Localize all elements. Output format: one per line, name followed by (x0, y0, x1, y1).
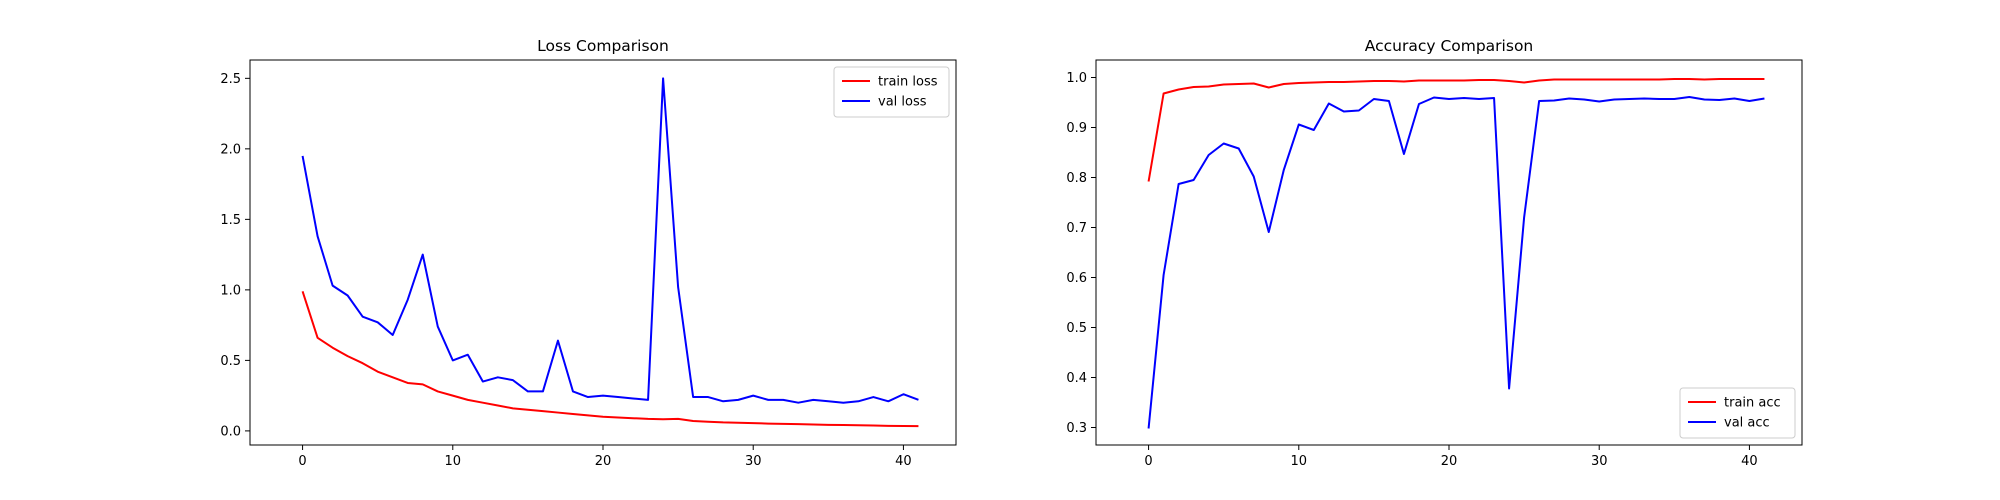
loss-comparison-chart: Loss Comparison 0 10 20 30 40 0.0 0.5 1.0 1.5 2.0 2… (220, 37, 957, 469)
legend-label-val-acc: val acc (1724, 416, 1770, 431)
y-tick-label: 1.0 (220, 283, 241, 298)
x-tick-label: 20 (1441, 454, 1458, 469)
x-tick-label: 10 (1291, 454, 1308, 469)
x-tick-label: 40 (1741, 454, 1758, 469)
accuracy-comparison-chart: Accuracy Comparison 0 10 20 30 40 0.3 0.4 0.5 0.6… (1066, 37, 1803, 469)
legend-label-train-loss: train loss (878, 75, 938, 90)
y-tick-label: 0.9 (1066, 121, 1087, 136)
y-tick-label: 1.5 (220, 213, 241, 228)
y-tick-label: 1.0 (1066, 71, 1087, 86)
y-tick-label: 0.5 (220, 354, 241, 369)
series-line-val-acc (1147, 96, 1765, 429)
x-tick-label: 20 (595, 454, 612, 469)
series-line-val-loss (301, 77, 919, 404)
legend-label-val-loss: val loss (878, 95, 927, 110)
y-tick-label: 2.0 (220, 142, 241, 157)
x-tick-label: 30 (745, 454, 762, 469)
legend: train loss val loss (833, 66, 950, 118)
x-tick-label: 30 (1591, 454, 1608, 469)
chart-title: Accuracy Comparison (1365, 37, 1534, 55)
legend-box (1679, 387, 1796, 439)
x-tick-label: 10 (445, 454, 462, 469)
y-tick-label: 0.8 (1066, 171, 1087, 186)
series-line-train-loss (301, 290, 919, 428)
y-tick-label: 0.4 (1066, 371, 1087, 386)
chart-title: Loss Comparison (537, 37, 669, 55)
legend-label-train-acc: train acc (1724, 396, 1781, 411)
legend-box (833, 66, 950, 118)
legend: train acc val acc (1679, 387, 1796, 439)
y-tick-label: 0.7 (1066, 221, 1087, 236)
y-tick-label: 0.6 (1066, 271, 1087, 286)
y-tick-label: 0.3 (1066, 421, 1087, 436)
x-tick-label: 0 (1144, 454, 1152, 469)
x-tick-label: 0 (298, 454, 306, 469)
y-tick-label: 2.5 (220, 72, 241, 87)
y-tick-label: 0.5 (1066, 321, 1087, 336)
x-tick-label: 40 (895, 454, 912, 469)
series-line-train-acc (1147, 78, 1765, 182)
y-tick-label: 0.0 (220, 424, 241, 439)
